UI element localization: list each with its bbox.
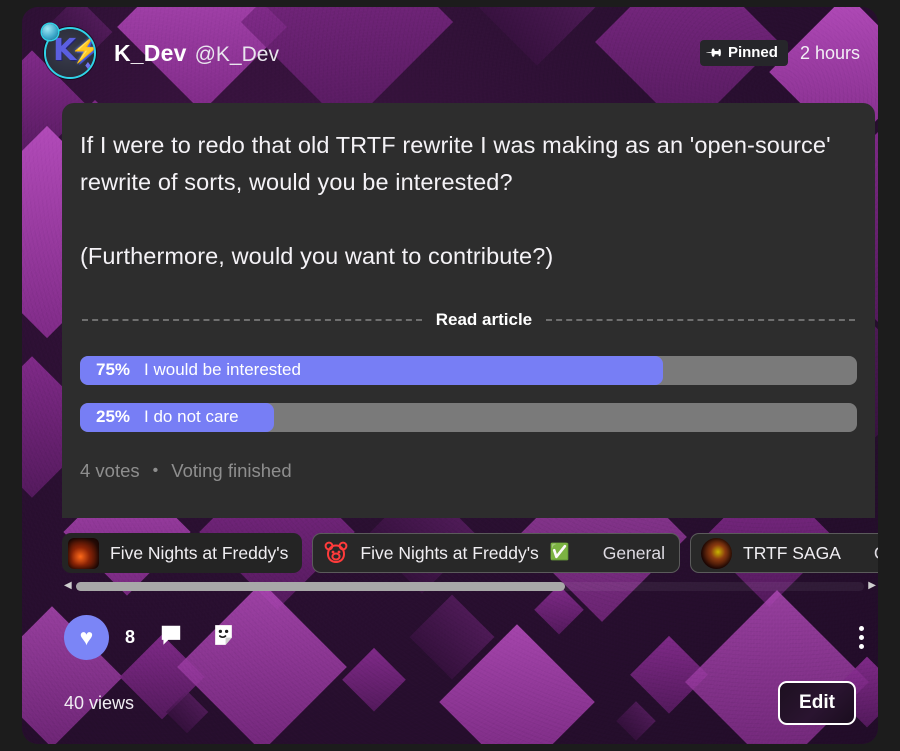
tag-chip-category: General bbox=[874, 543, 878, 564]
post-footer: 40 views Edit bbox=[64, 675, 856, 731]
author-display-name: K_Dev bbox=[114, 39, 187, 66]
divider-rule-right bbox=[546, 318, 855, 321]
scrollbar-track[interactable] bbox=[75, 581, 865, 591]
status-badge-pinned: 🖈 Pinned bbox=[700, 40, 788, 66]
chip-separator bbox=[583, 541, 584, 565]
poll-status: Voting finished bbox=[171, 459, 292, 481]
action-bar: ♥ 8 bbox=[64, 611, 876, 663]
sticker-button[interactable] bbox=[207, 621, 239, 653]
avatar-letter: K bbox=[53, 33, 77, 68]
tag-chip-fnaf-game[interactable]: Five Nights at Freddy's bbox=[62, 533, 303, 573]
post-card: K ⚡ ♦ K_Dev @K_Dev 🖈 Pinned 2 hours If I… bbox=[22, 7, 878, 744]
tag-chip-strip[interactable]: Five Nights at Freddy's Five Nights at F… bbox=[62, 531, 878, 575]
pin-icon: 🖈 bbox=[704, 41, 726, 64]
pinned-label: Pinned bbox=[727, 44, 778, 61]
like-count: 8 bbox=[125, 626, 136, 647]
post-header: K ⚡ ♦ K_Dev @K_Dev 🖈 Pinned 2 hours bbox=[22, 7, 878, 99]
poll-percent: 25% bbox=[96, 407, 131, 426]
tag-strip-scrollbar[interactable]: ◀ ▶ bbox=[64, 579, 876, 593]
chip-separator bbox=[854, 541, 855, 565]
butterfly-icon: ♦ bbox=[84, 58, 91, 72]
avatar[interactable]: K ⚡ ♦ bbox=[42, 24, 96, 79]
read-article-divider[interactable]: Read article bbox=[80, 310, 857, 330]
trtf-saga-avatar-icon bbox=[701, 537, 732, 569]
like-button[interactable]: ♥ bbox=[64, 614, 109, 660]
scroll-left-arrow-icon[interactable]: ◀ bbox=[64, 580, 72, 591]
poll-option-content: 75% I would be interested bbox=[80, 360, 301, 380]
comment-button[interactable] bbox=[155, 621, 187, 653]
poll-option-label: I would be interested bbox=[144, 360, 301, 379]
game-thumbnail-icon bbox=[68, 537, 99, 569]
view-count: 40 views bbox=[64, 692, 135, 713]
tag-chip-trtf-saga[interactable]: TRTF SAGA General bbox=[690, 533, 878, 573]
edit-button[interactable]: Edit bbox=[778, 681, 856, 725]
more-vertical-icon-dot bbox=[858, 643, 864, 649]
tag-chip-category: General bbox=[602, 542, 665, 563]
heart-icon: ♥ bbox=[79, 623, 94, 650]
poll-option-label: I do not care bbox=[144, 407, 239, 426]
divider-rule-left bbox=[82, 318, 422, 321]
tag-chip-label: TRTF SAGA bbox=[743, 542, 841, 563]
scrollbar-thumb[interactable] bbox=[75, 581, 565, 591]
tag-chip-label: Five Nights at Freddy's bbox=[360, 542, 539, 563]
poll: 75% I would be interested 25% I do not c… bbox=[80, 355, 857, 432]
tag-chip-fnaf-community[interactable]: Five Nights at Freddy's ✅ General bbox=[312, 533, 680, 573]
poll-vote-count: 4 votes bbox=[80, 459, 140, 481]
scroll-right-arrow-icon[interactable]: ▶ bbox=[868, 580, 876, 591]
more-vertical-icon-dot bbox=[858, 634, 864, 640]
header-right-group: 🖈 Pinned 2 hours bbox=[700, 40, 860, 66]
poll-fill-bar bbox=[80, 355, 663, 385]
poll-percent: 75% bbox=[96, 360, 131, 379]
post-body-panel: If I were to redo that old TRTF rewrite … bbox=[62, 103, 875, 518]
comment-bubble-icon bbox=[158, 622, 184, 653]
post-timestamp: 2 hours bbox=[799, 42, 860, 63]
meta-separator-dot: • bbox=[152, 461, 159, 479]
sticker-ghost-icon bbox=[211, 622, 236, 652]
author-handle: @K_Dev bbox=[194, 42, 279, 66]
tag-chip-label: Five Nights at Freddy's bbox=[110, 542, 289, 563]
more-options-button[interactable] bbox=[846, 620, 876, 654]
poll-fill-bar bbox=[80, 402, 275, 432]
orb-icon bbox=[42, 24, 58, 40]
poll-option[interactable]: 75% I would be interested bbox=[80, 355, 857, 385]
poll-meta: 4 votes • Voting finished bbox=[80, 460, 857, 508]
more-vertical-icon-dot bbox=[858, 625, 864, 631]
poll-option[interactable]: 25% I do not care bbox=[80, 402, 857, 432]
post-text: If I were to redo that old TRTF rewrite … bbox=[80, 132, 831, 270]
verified-badge-icon: ✅ bbox=[549, 544, 570, 561]
lightning-bolt-icon: ⚡ bbox=[70, 36, 94, 64]
read-article-label[interactable]: Read article bbox=[435, 309, 533, 329]
freddy-bear-icon bbox=[323, 541, 349, 565]
poll-option-content: 25% I do not care bbox=[80, 407, 239, 427]
author-name-block[interactable]: K_Dev @K_Dev bbox=[114, 40, 279, 67]
